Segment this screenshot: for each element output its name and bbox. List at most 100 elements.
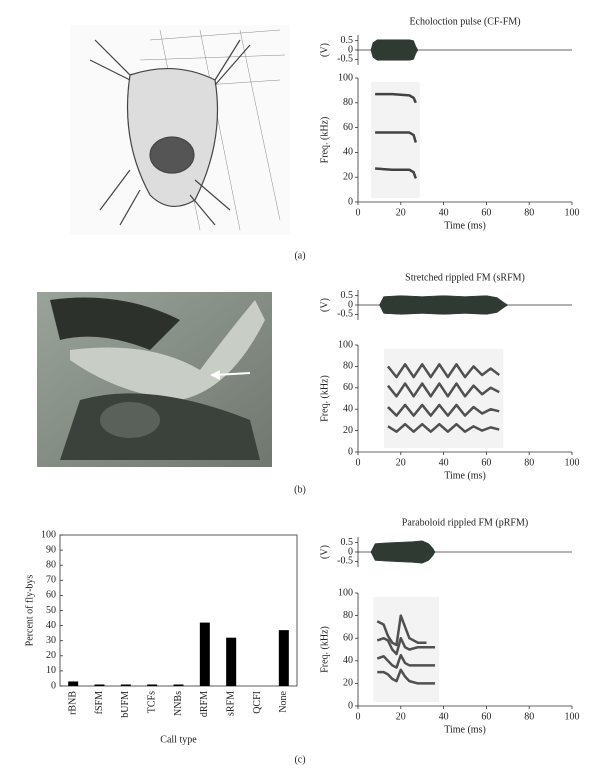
harmonic-trace — [375, 131, 417, 143]
x-tick-label: 80 — [524, 207, 534, 218]
x-tick-label: dRFM — [199, 691, 210, 717]
y-tick-label: 0.5 — [341, 537, 354, 548]
y-tick-label: -0.5 — [337, 54, 353, 65]
bat-photo — [37, 292, 272, 467]
bar — [94, 684, 105, 686]
x-tick-label: 60 — [481, 207, 491, 218]
y-tick-label: 50 — [46, 605, 56, 616]
spectrogram-bg — [383, 349, 504, 448]
x-tick-label: 20 — [396, 207, 406, 218]
x-tick-label: bUFM — [120, 691, 131, 718]
x-tick-label: QCFI — [252, 691, 263, 714]
chart-title: Echoloction pulse (CF-FM) — [409, 16, 520, 27]
bar — [278, 630, 289, 686]
y-tick-label: 10 — [46, 665, 56, 676]
x-tick-label: 60 — [481, 457, 491, 468]
bar — [120, 684, 131, 686]
y-tick-label: 0 — [348, 44, 353, 55]
y-tick-label: 0.5 — [341, 290, 354, 301]
bat-sketch — [70, 25, 290, 235]
x-tick-label: 20 — [396, 711, 406, 722]
waveform-mirror — [370, 551, 436, 564]
y-tick-label: -0.5 — [337, 309, 353, 320]
bar — [147, 684, 158, 686]
spectrogram-bg — [371, 82, 420, 198]
harmonic-trace — [375, 92, 417, 104]
bar — [199, 622, 210, 686]
harmonic-trace — [386, 363, 500, 379]
y-tick-label: -0.5 — [337, 556, 353, 567]
x-tick-label: 100 — [565, 711, 580, 722]
y-tick-label: 90 — [46, 544, 56, 555]
y-tick-label: 80 — [343, 361, 353, 372]
y-tick-label: 40 — [343, 147, 353, 158]
y-tick-label: 40 — [343, 403, 353, 414]
y-tick-label: 100 — [338, 72, 353, 83]
y-tick-label: 20 — [46, 650, 56, 661]
y-tick-label: 60 — [343, 122, 353, 133]
bar — [68, 681, 79, 686]
x-tick-label: 100 — [565, 207, 580, 218]
y-axis-label: Freq. (kHz) — [319, 117, 330, 164]
y-tick-label: 80 — [343, 610, 353, 621]
waveform-mirror — [370, 49, 419, 61]
bar — [173, 684, 184, 686]
x-tick-label: TCFs — [146, 691, 157, 713]
waveform — [378, 295, 509, 306]
y-tick-label: 60 — [46, 590, 56, 601]
x-tick-label: 60 — [481, 711, 491, 722]
y-tick-label: 100 — [338, 339, 353, 350]
waveform-mirror — [378, 304, 509, 315]
waveform — [370, 39, 419, 51]
y-tick-label: 20 — [343, 171, 353, 182]
y-tick-label: 20 — [343, 425, 353, 436]
harmonic-trace — [376, 653, 436, 669]
y-tick-label: 0 — [348, 196, 353, 207]
x-tick-label: 40 — [439, 457, 449, 468]
y-tick-label: 60 — [343, 382, 353, 393]
harmonic-trace — [376, 614, 427, 647]
y-axis-label: Freq. (kHz) — [319, 375, 330, 422]
y-tick-label: 0 — [51, 680, 56, 691]
y-tick-label: 20 — [343, 678, 353, 689]
harmonic-trace — [376, 636, 436, 656]
y-tick-label: 80 — [343, 97, 353, 108]
plot-frame — [59, 534, 298, 687]
bar — [226, 637, 237, 686]
x-tick-label: 40 — [439, 711, 449, 722]
x-tick-label: fSFM — [94, 691, 105, 714]
y-tick-label: 0 — [348, 546, 353, 557]
y-tick-label: 0 — [348, 446, 353, 457]
x-tick-label: 0 — [356, 457, 361, 468]
panel-label: (b) — [294, 484, 306, 495]
harmonic-trace — [375, 167, 417, 179]
x-tick-label: 0 — [356, 711, 361, 722]
x-axis-label: Time (ms) — [444, 220, 486, 231]
chart-title: Paraboloid rippled FM (pRFM) — [402, 517, 528, 528]
y-tick-label: 40 — [46, 620, 56, 631]
y-tick-label: 0 — [348, 700, 353, 711]
waveform — [370, 540, 436, 553]
harmonic-trace — [387, 422, 500, 433]
y-tick-label: 0 — [348, 299, 353, 310]
x-axis-label: Call type — [160, 734, 197, 745]
x-tick-label: 0 — [356, 207, 361, 218]
y-axis-label: Percent of fly-bys — [24, 575, 35, 647]
panel-label: (a) — [294, 250, 305, 261]
y-tick-label: 80 — [46, 559, 56, 570]
x-tick-label: None — [278, 690, 289, 712]
y-tick-label: 0.5 — [341, 35, 354, 46]
x-tick-label: 80 — [524, 457, 534, 468]
chart-title: Stretched rippled FM (sRFM) — [405, 272, 525, 283]
x-axis-label: Time (ms) — [444, 724, 486, 735]
x-tick-label: sRFM — [225, 691, 236, 716]
x-tick-label: 40 — [439, 207, 449, 218]
y-tick-label: 40 — [343, 655, 353, 666]
y-tick-label: 100 — [41, 529, 56, 540]
y-axis-label: Freq. (kHz) — [319, 626, 330, 673]
y-axis-label: (V) — [319, 545, 330, 559]
harmonic-trace — [387, 403, 500, 417]
x-tick-label: rBNB — [67, 691, 78, 715]
y-tick-label: 60 — [343, 632, 353, 643]
